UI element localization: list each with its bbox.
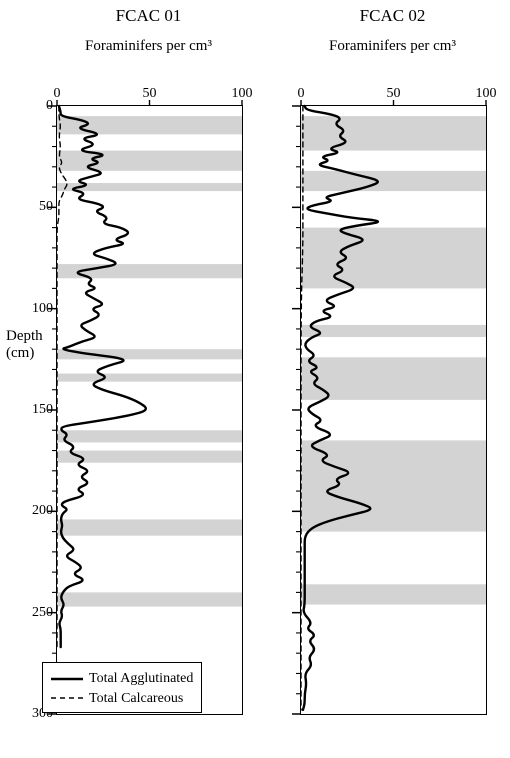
legend: Total AgglutinatedTotal Calcareous	[42, 662, 202, 713]
x-tick-label: 50	[143, 86, 157, 102]
plot-fcac02: 050100	[300, 105, 487, 715]
shaded-band	[301, 325, 486, 337]
series-agglutinated	[303, 106, 378, 710]
plot-fcac01: 050100050100150200250300	[56, 105, 243, 715]
legend-row: Total Agglutinated	[51, 669, 193, 689]
shaded-band	[57, 430, 242, 442]
legend-swatch	[51, 691, 83, 705]
shaded-band	[301, 116, 486, 150]
legend-swatch	[51, 672, 83, 686]
legend-label: Total Agglutinated	[89, 669, 193, 689]
x-tick-label: 100	[232, 86, 253, 102]
shaded-band	[301, 584, 486, 604]
panel1-title: FCAC 01	[56, 6, 241, 26]
shaded-band	[57, 519, 242, 535]
shaded-band	[57, 374, 242, 382]
shaded-band	[301, 171, 486, 191]
shaded-band	[57, 151, 242, 171]
panel2-subtitle: Foraminifers per cm³	[300, 38, 485, 55]
legend-label: Total Calcareous	[89, 689, 183, 709]
shaded-band	[301, 228, 486, 289]
series-calcareous	[301, 106, 303, 710]
x-tick-label: 100	[476, 86, 497, 102]
x-tick-label: 50	[387, 86, 401, 102]
shaded-band	[57, 592, 242, 606]
panel2-title: FCAC 02	[300, 6, 485, 26]
shaded-band	[57, 451, 242, 463]
legend-row: Total Calcareous	[51, 689, 193, 709]
shaded-band	[301, 440, 486, 531]
panel1-subtitle: Foraminifers per cm³	[56, 38, 241, 55]
x-tick-label: 0	[298, 86, 305, 102]
depth-axis-label: Depth(cm)	[6, 328, 43, 363]
